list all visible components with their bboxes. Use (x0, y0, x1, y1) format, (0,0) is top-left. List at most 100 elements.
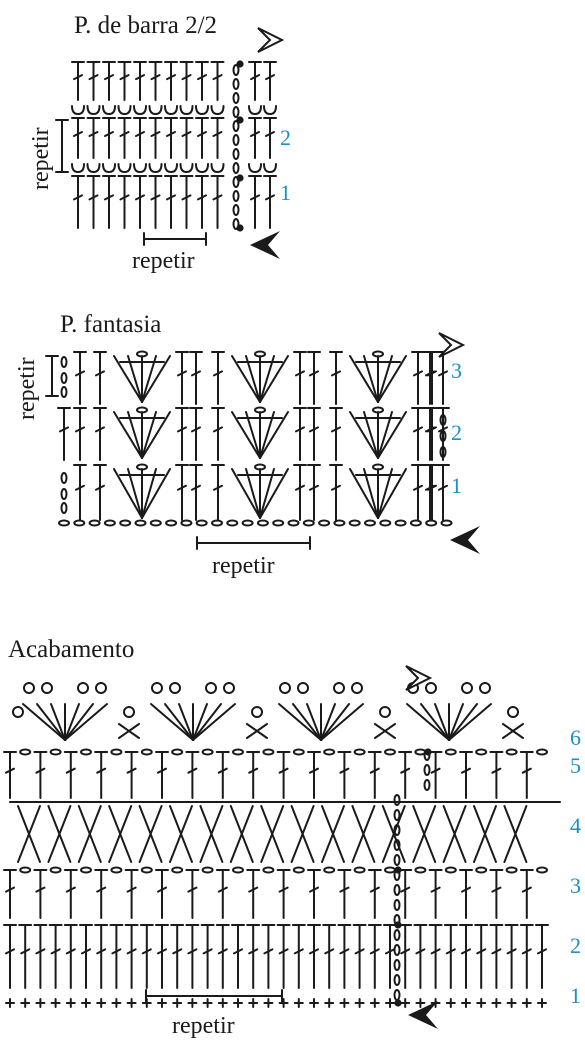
post-stitch-symbol (263, 163, 277, 174)
double-crochet-symbol (81, 948, 91, 955)
section1-repeat-vertical: repetir (28, 127, 54, 190)
double-crochet-symbol (191, 484, 201, 491)
fan-stitch-symbol (178, 703, 194, 741)
arrow-icon (438, 332, 466, 358)
double-crochet-symbol (400, 948, 411, 955)
chain-symbol (393, 809, 401, 821)
double-crochet-symbol (119, 131, 130, 137)
double-crochet-symbol (331, 370, 341, 377)
fan-stitch-symbol (448, 703, 478, 741)
post-stitch-symbol (179, 163, 194, 174)
crossed-stitch-symbol (47, 805, 72, 863)
double-crochet-symbol (461, 948, 471, 955)
post-stitch-symbol (133, 105, 147, 116)
double-crochet-symbol (506, 948, 517, 955)
double-crochet-symbol (400, 886, 411, 893)
chain-symbol (372, 463, 384, 471)
picot-symbol (333, 682, 345, 694)
double-crochet-symbol (248, 767, 259, 774)
double-crochet-symbol (213, 484, 223, 491)
double-crochet-symbol (250, 74, 260, 81)
post-stitch-symbol (179, 105, 194, 116)
chain-symbol (348, 519, 361, 527)
fan-stitch-symbol (349, 468, 379, 519)
double-crochet-symbol (430, 948, 441, 955)
crossed-stitch-symbol (77, 805, 102, 863)
crossed-stitch-symbol (138, 805, 163, 863)
chain-symbol (394, 519, 407, 527)
picot-symbol (297, 682, 309, 694)
double-crochet-symbol (35, 767, 46, 774)
double-crochet-symbol (265, 194, 275, 201)
fan-stitch-symbol (127, 411, 143, 459)
fan-stitch-symbol (245, 468, 261, 519)
chain-symbol (425, 519, 438, 527)
double-crochet-symbol (88, 74, 99, 81)
double-crochet-symbol (181, 74, 192, 81)
chain-symbol (201, 866, 214, 874)
crossed-stitch-symbol (108, 805, 133, 863)
post-stitch-symbol (102, 163, 116, 174)
picot-symbol (23, 682, 35, 694)
double-crochet-symbol (95, 370, 105, 377)
fan-stitch-symbol (259, 355, 275, 403)
fan-stitch-symbol (406, 703, 450, 741)
section2-row-1: 1 (451, 473, 462, 498)
double-crochet-symbol (217, 948, 228, 955)
chain-symbol (475, 866, 488, 874)
double-crochet-symbol (197, 194, 207, 201)
chain-symbol (292, 866, 305, 874)
slip-stitch-symbol (236, 116, 244, 124)
chain-symbol (19, 748, 32, 756)
fan-stitch-symbol (141, 468, 171, 519)
fan-stitch-symbol (320, 703, 364, 741)
double-crochet-symbol (119, 74, 130, 81)
slip-stitch-symbol (394, 866, 402, 874)
post-stitch-symbol (148, 163, 163, 174)
double-crochet-symbol (191, 370, 201, 377)
double-crochet-symbol (95, 484, 105, 491)
chain-symbol (393, 794, 401, 806)
double-crochet-symbol (309, 767, 319, 774)
double-crochet-symbol (309, 948, 319, 955)
fan-stitch-symbol (320, 703, 350, 741)
double-crochet-symbol (181, 131, 192, 137)
chain-symbol (232, 748, 244, 756)
double-crochet-symbol (95, 426, 105, 433)
chain-symbol (254, 463, 266, 471)
double-crochet-symbol (135, 74, 145, 81)
double-crochet-symbol (278, 886, 289, 893)
double-crochet-symbol (166, 74, 176, 81)
fan-stitch-symbol (349, 355, 379, 403)
section2-repeat-horizontal: repetir (212, 553, 275, 579)
chain-symbol (353, 866, 366, 874)
chain-symbol (136, 463, 148, 471)
post-stitch-symbol (248, 163, 262, 174)
fan-stitch-symbol (420, 703, 450, 741)
picot-symbol (479, 682, 491, 694)
section2-title: P. fantasia (60, 311, 161, 338)
picot-symbol (351, 682, 363, 694)
chain-symbol (393, 989, 401, 1001)
arrow-icon (405, 665, 433, 691)
fan-stitch-symbol (245, 411, 261, 459)
double-crochet-symbol (73, 131, 83, 137)
chain-symbol (49, 866, 62, 874)
fan-stitch-symbol (164, 703, 194, 741)
chain-symbol (323, 866, 336, 874)
fan-stitch-symbol (141, 355, 171, 403)
chain-symbol (60, 386, 68, 398)
chain-symbol (60, 356, 68, 368)
chain-symbol (439, 446, 447, 458)
fan-stitch-symbol (363, 468, 379, 519)
slip-stitch-symbol (424, 748, 432, 756)
arrow-icon (450, 526, 480, 554)
section1-title: P. de barra 2/2 (74, 12, 217, 39)
chain-symbol (393, 854, 401, 866)
fan-stitch-symbol (259, 468, 275, 519)
double-crochet-symbol (293, 948, 304, 955)
arrow-icon (250, 231, 280, 259)
fan-stitch-symbol (141, 468, 157, 519)
chain-symbol (232, 162, 240, 174)
